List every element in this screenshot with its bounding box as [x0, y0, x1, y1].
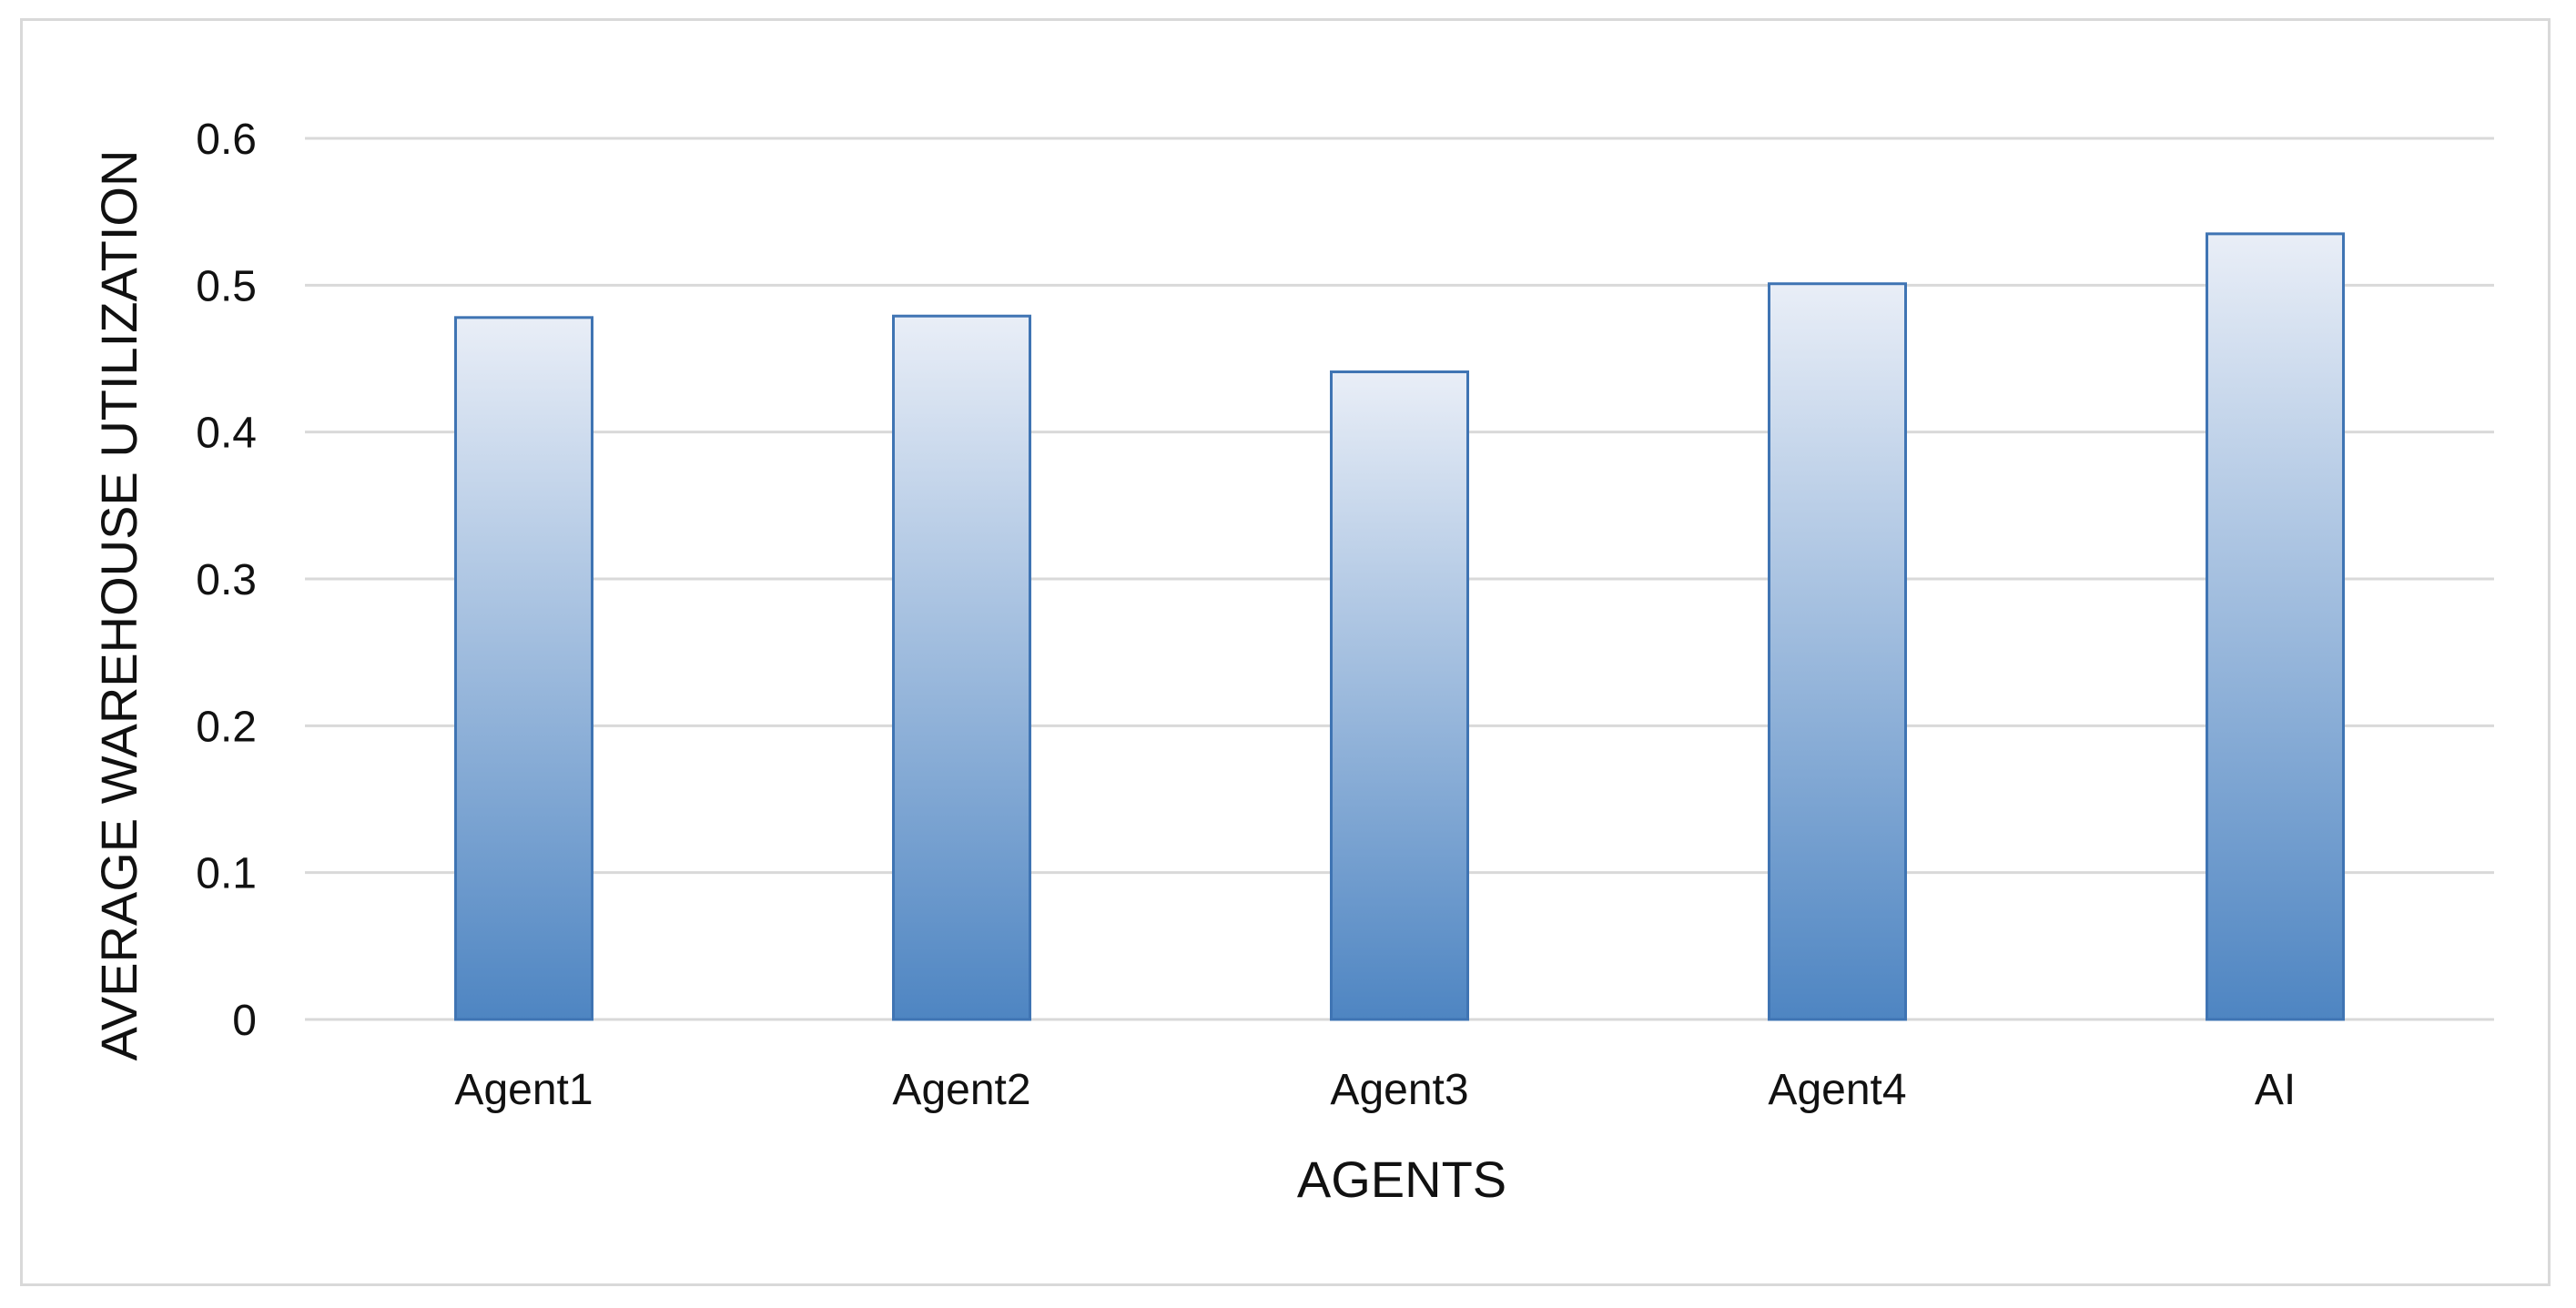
bar-agent1 — [454, 316, 593, 1021]
x-tick-label: Agent3 — [1330, 1066, 1468, 1114]
y-tick-label: 0.4 — [196, 410, 257, 458]
x-axis-title: AGENTS — [1297, 1151, 1506, 1208]
y-tick-label: 0.3 — [196, 556, 257, 604]
bar-agent2 — [892, 314, 1031, 1021]
bar-ai — [2206, 232, 2345, 1021]
y-tick-label: 0.2 — [196, 703, 257, 751]
y-axis-tick-labels: 0 0.1 0.2 0.3 0.4 0.5 0.6 — [196, 116, 257, 1045]
x-tick-label: Agent2 — [892, 1066, 1030, 1114]
chart-frame — [20, 18, 2551, 1286]
x-tick-label: Agent1 — [454, 1066, 593, 1114]
y-axis-title: AVERAGE WAREHOUSE UTILIZATION — [90, 150, 147, 1061]
bars — [454, 232, 2345, 1021]
bar-agent3 — [1330, 370, 1469, 1021]
y-tick-label: 0 — [232, 997, 257, 1045]
y-tick-label: 0.1 — [196, 850, 257, 898]
x-tick-label: AI — [2255, 1066, 2296, 1114]
x-tick-label: Agent4 — [1768, 1066, 1906, 1114]
bar-agent4 — [1768, 282, 1907, 1021]
y-tick-label: 0.6 — [196, 116, 257, 164]
x-axis-tick-labels: Agent1 Agent2 Agent3 Agent4 AI — [454, 1066, 2296, 1114]
y-tick-label: 0.5 — [196, 262, 257, 310]
